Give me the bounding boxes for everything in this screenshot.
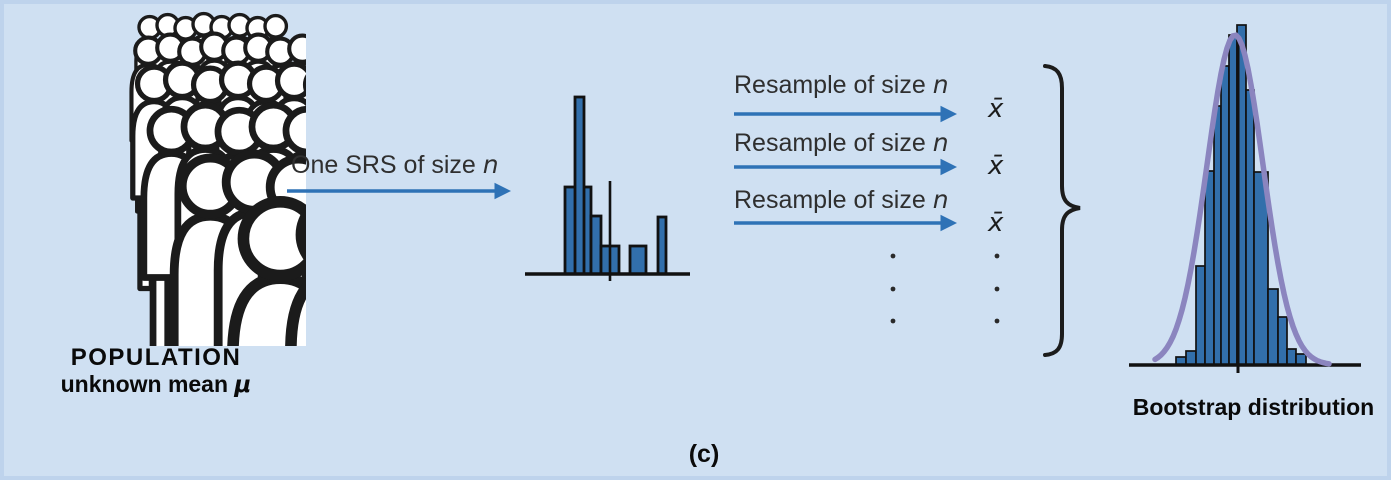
population-title: POPULATION (70, 344, 242, 371)
population-subtitle-text: unknown mean (60, 371, 235, 397)
bootstrap-distribution-label: Bootstrap distribution (1132, 394, 1375, 420)
resample-label-1: Resample of size n (734, 70, 949, 100)
srs-arrow-label: One SRS of size n (291, 150, 499, 180)
srs-label-text: One SRS of size (291, 151, 483, 179)
resample-result-xbar-3: x̄ (988, 208, 1004, 238)
resample-label-text: Resample of size (734, 129, 933, 157)
srs-label-symbol-n: n (482, 150, 499, 179)
resample-label-symbol-n: n (932, 185, 949, 214)
resample-result-xbar-2: x̄ (988, 151, 1004, 181)
resample-label-text: Resample of size (734, 186, 933, 214)
resample-label-3: Resample of size n (734, 185, 949, 215)
resample-label-symbol-n: n (932, 128, 949, 157)
population-subtitle: unknown mean μ (36, 371, 276, 398)
resample-label-2: Resample of size n (734, 128, 949, 158)
diagram-shapes (287, 24, 1361, 373)
sample-histogram (525, 95, 690, 281)
continuation-dots (890, 253, 1000, 324)
resample-label-symbol-n: n (932, 70, 949, 99)
population-label-block: POPULATION unknown mean μ (36, 344, 276, 399)
mu-symbol: μ (234, 372, 252, 398)
figure-caption: (c) (688, 440, 720, 468)
bootstrap-histogram (1129, 24, 1361, 373)
grouping-brace (1043, 64, 1081, 357)
resample-label-text: Resample of size (734, 71, 933, 99)
resample-result-xbar-1: x̄ (988, 94, 1004, 124)
